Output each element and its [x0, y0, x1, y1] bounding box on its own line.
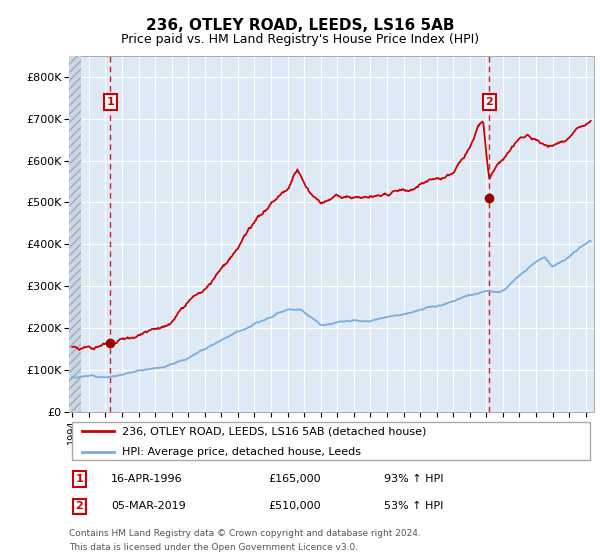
Text: 16-APR-1996: 16-APR-1996	[111, 474, 182, 484]
Bar	[69, 56, 80, 412]
Text: Contains HM Land Registry data © Crown copyright and database right 2024.
This d: Contains HM Land Registry data © Crown c…	[69, 529, 421, 552]
Text: £165,000: £165,000	[269, 474, 321, 484]
Text: 05-MAR-2019: 05-MAR-2019	[111, 501, 186, 511]
Text: 236, OTLEY ROAD, LEEDS, LS16 5AB: 236, OTLEY ROAD, LEEDS, LS16 5AB	[146, 18, 454, 32]
Text: HPI: Average price, detached house, Leeds: HPI: Average price, detached house, Leed…	[121, 447, 361, 458]
Text: 1: 1	[76, 474, 83, 484]
Text: 93% ↑ HPI: 93% ↑ HPI	[384, 474, 443, 484]
Text: £510,000: £510,000	[269, 501, 321, 511]
Text: 1: 1	[106, 97, 114, 107]
Text: 2: 2	[485, 97, 493, 107]
FancyBboxPatch shape	[71, 422, 590, 460]
Text: 236, OTLEY ROAD, LEEDS, LS16 5AB (detached house): 236, OTLEY ROAD, LEEDS, LS16 5AB (detach…	[121, 426, 426, 436]
Text: 53% ↑ HPI: 53% ↑ HPI	[384, 501, 443, 511]
Text: Price paid vs. HM Land Registry's House Price Index (HPI): Price paid vs. HM Land Registry's House …	[121, 32, 479, 46]
Text: 2: 2	[76, 501, 83, 511]
